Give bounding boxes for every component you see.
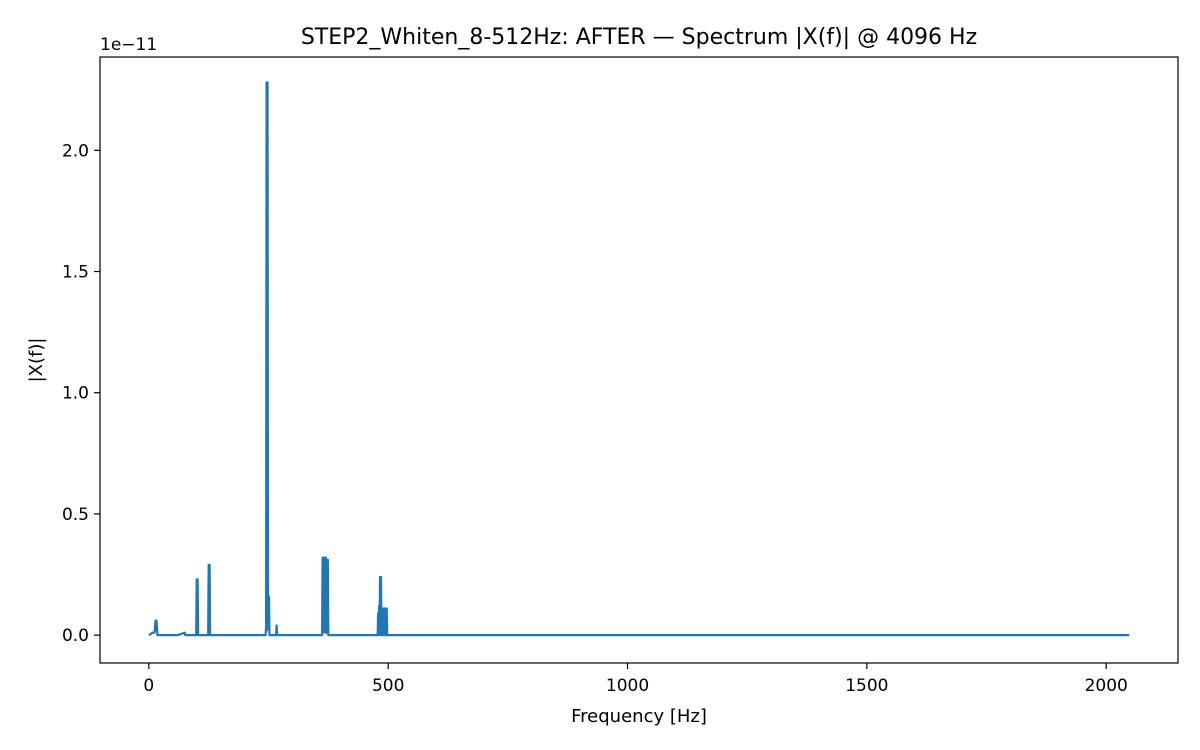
x-tick-label: 2000 xyxy=(1085,676,1128,696)
chart-title: STEP2_Whiten_8-512Hz: AFTER — Spectrum |… xyxy=(301,25,977,50)
plot-area xyxy=(148,81,1130,637)
x-axis: 0 500 1000 1500 2000 xyxy=(143,663,1128,696)
y-axis-label: |X(f)| xyxy=(26,338,47,383)
x-tick-label: 1000 xyxy=(606,676,649,696)
x-axis-label: Frequency [Hz] xyxy=(571,706,707,727)
y-axis: 0.0 0.5 1.0 1.5 2.0 xyxy=(62,141,100,646)
y-tick-label: 1.0 xyxy=(62,384,89,404)
y-tick-label: 2.0 xyxy=(62,141,89,161)
series-line-0 xyxy=(148,81,1130,637)
y-axis-offset-label: 1e−11 xyxy=(100,35,157,55)
y-tick-label: 1.5 xyxy=(62,263,89,283)
x-tick-label: 500 xyxy=(372,676,404,696)
x-tick-label: 0 xyxy=(143,676,154,696)
axes-frame xyxy=(99,56,1179,664)
x-tick-label: 1500 xyxy=(845,676,888,696)
y-tick-label: 0.5 xyxy=(62,505,89,525)
y-tick-label: 0.0 xyxy=(62,626,89,646)
